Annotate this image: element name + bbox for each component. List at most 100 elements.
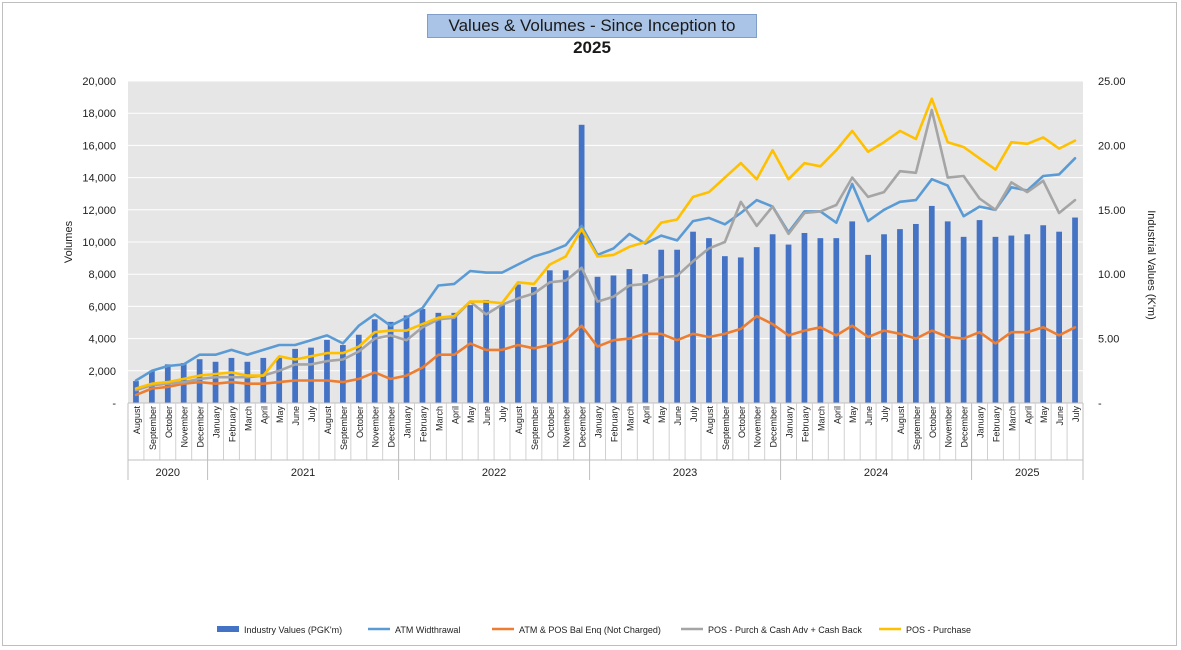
bar (913, 223, 919, 403)
y-tick-label: 18,000 (82, 108, 116, 120)
month-label: December (960, 406, 970, 448)
chart-title-text: Values & Volumes - Since Inception to (448, 16, 736, 35)
year-label: 2025 (1015, 467, 1039, 479)
month-label: June (291, 406, 301, 426)
bar (722, 256, 728, 403)
bar (976, 220, 983, 403)
year-label: 2024 (864, 467, 888, 479)
month-label: July (1071, 405, 1081, 422)
month-label: July (880, 405, 890, 422)
legend-label: POS - Purch & Cash Adv + Cash Back (708, 625, 862, 635)
bar (467, 305, 474, 403)
series-line-1 (134, 314, 1077, 397)
month-label: November (180, 406, 190, 448)
bar (387, 321, 394, 403)
bar (801, 232, 808, 403)
month-label: January (403, 405, 413, 438)
month-label: April (832, 406, 842, 424)
y-tick-label: 4,000 (88, 334, 116, 346)
month-label: November (371, 406, 381, 448)
y2-tick-label: - (1098, 398, 1102, 410)
month-label: April (259, 406, 269, 424)
month-label: April (641, 406, 651, 424)
month-label: January (976, 405, 986, 438)
bar (928, 205, 935, 403)
legend-swatch (217, 626, 239, 632)
bar (340, 345, 346, 403)
month-label: October (355, 406, 365, 438)
y-tick-label: 20,000 (82, 76, 116, 88)
bar (1040, 225, 1047, 403)
month-label: September (721, 406, 731, 450)
month-label: October (928, 406, 938, 438)
legend-label: ATM & POS Bal Enq (Not Charged) (519, 625, 661, 635)
month-label: September (530, 406, 540, 450)
series-line-2 (134, 108, 1077, 392)
month-label: March (1007, 406, 1017, 431)
month-label: February (228, 406, 238, 443)
month-label: September (912, 406, 922, 450)
month-label: May (1039, 406, 1049, 424)
month-label: October (546, 406, 556, 438)
month-label: November (944, 406, 954, 448)
bar (769, 234, 776, 403)
month-label: April (450, 406, 460, 424)
bar (753, 247, 760, 403)
y2-tick-label: 5.00 (1098, 334, 1119, 346)
year-label: 2022 (482, 467, 506, 479)
bar (371, 319, 378, 403)
month-label: February (992, 406, 1002, 443)
y-axis-right: - 5.00 10.00 15.00 20.00 25.00 (1098, 76, 1126, 410)
month-label: January (212, 405, 222, 438)
month-label: August (896, 406, 906, 435)
bar (578, 124, 585, 404)
bar (531, 287, 537, 403)
bar (149, 370, 155, 403)
month-label: August (705, 406, 715, 435)
month-label: May (275, 406, 285, 424)
month-label: August (514, 406, 524, 435)
bar (690, 231, 696, 403)
month-label: December (578, 406, 588, 448)
month-label: March (434, 406, 444, 431)
bar (785, 244, 792, 403)
bar (276, 357, 283, 403)
bar (546, 270, 553, 403)
month-label: July (498, 405, 508, 422)
y-tick-label: 12,000 (82, 205, 116, 217)
legend: Industry Values (PGK'm) ATM Widthrawal ATM… (217, 625, 971, 635)
month-label: April (1023, 406, 1033, 424)
bar (658, 249, 665, 403)
month-label: December (769, 406, 779, 448)
bar (292, 348, 298, 403)
y-axis-left: - 2,000 4,000 6,000 8,000 10,000 12,000 14,000 1… (82, 76, 116, 410)
month-label: July (689, 405, 699, 422)
month-label: November (562, 406, 572, 448)
bar (817, 238, 824, 403)
legend-label: ATM Widthrawal (395, 625, 460, 635)
month-label: August (323, 406, 333, 435)
bar (944, 221, 951, 403)
bar (626, 269, 633, 403)
y-tick-label: 6,000 (88, 301, 116, 313)
month-label: December (196, 406, 206, 448)
bar (435, 312, 442, 403)
series-line-0 (134, 157, 1077, 382)
y2-tick-label: 15.00 (1098, 205, 1126, 217)
month-label: June (1055, 406, 1065, 426)
month-label: January (594, 405, 604, 438)
year-label: 2023 (673, 467, 697, 479)
month-label: May (848, 406, 858, 424)
y-tick-label: - (112, 398, 116, 410)
month-label: June (864, 406, 874, 426)
bar (355, 334, 362, 403)
y-tick-label: 8,000 (88, 269, 116, 281)
month-label: August (132, 406, 142, 435)
month-label: February (801, 406, 811, 443)
month-label: September (148, 406, 158, 450)
month-label: July (307, 405, 317, 422)
grid-lines (128, 80, 1083, 404)
month-label: May (466, 406, 476, 424)
y2-axis-label: Industrial Values (K'm) (1145, 210, 1157, 320)
